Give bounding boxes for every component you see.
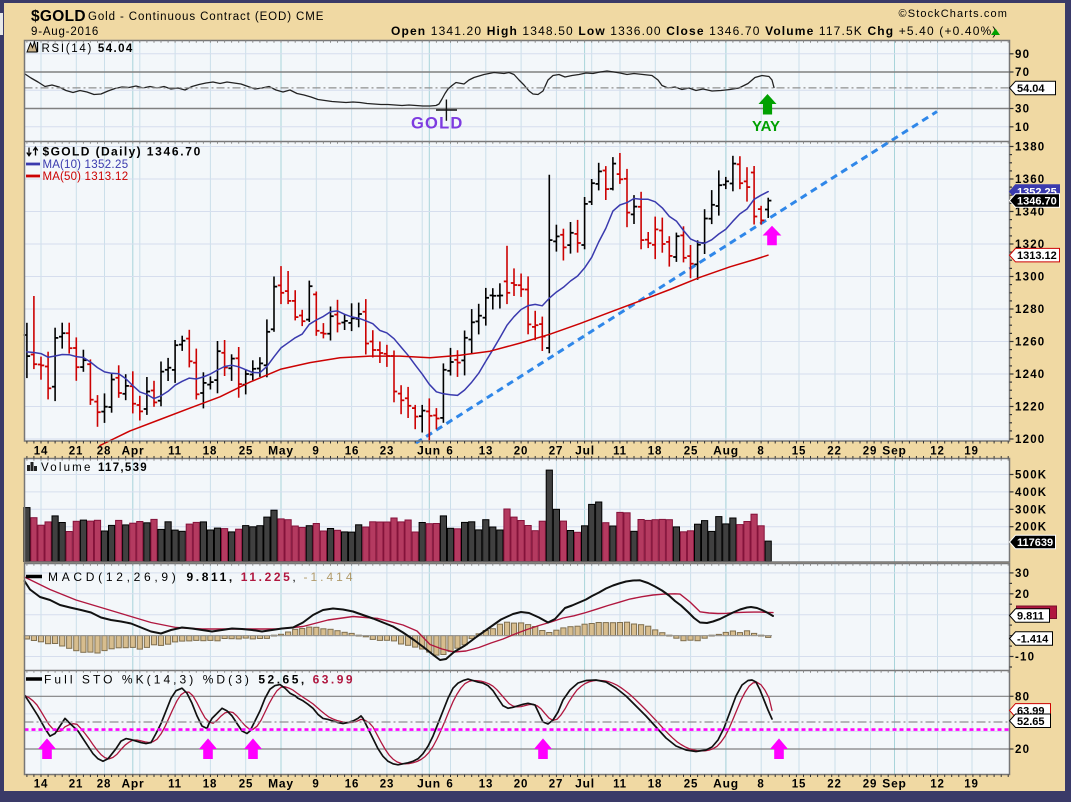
svg-text:MACD(12,26,9) 9.811, 11.225, -: MACD(12,26,9) 9.811, 11.225, -1.414	[48, 570, 356, 584]
svg-text:25: 25	[684, 446, 698, 458]
svg-text:12: 12	[930, 779, 944, 791]
svg-text:1280: 1280	[1015, 304, 1045, 316]
svg-text:117639: 117639	[1017, 537, 1053, 549]
svg-text:MA(50) 1313.12: MA(50) 1313.12	[43, 171, 129, 183]
svg-text:Aug: Aug	[713, 444, 739, 458]
svg-text:90: 90	[1015, 49, 1030, 61]
svg-text:Open 1341.20 High 1348.50 Low: Open 1341.20 High 1348.50 Low 1336.00 Cl…	[391, 24, 998, 38]
svg-text:GOLD: GOLD	[411, 115, 463, 133]
svg-text:16: 16	[345, 446, 359, 458]
svg-text:14: 14	[34, 446, 48, 458]
svg-text:300K: 300K	[1015, 504, 1047, 516]
svg-text:25: 25	[239, 446, 253, 458]
svg-text:27: 27	[549, 446, 563, 458]
svg-text:MA(10) 1352.25: MA(10) 1352.25	[43, 159, 129, 171]
svg-text:10: 10	[1015, 122, 1030, 134]
svg-text:13: 13	[479, 779, 493, 791]
svg-text:Jun: Jun	[417, 444, 441, 458]
svg-text:29: 29	[863, 779, 877, 791]
svg-text:Sep: Sep	[882, 444, 906, 458]
svg-text:14: 14	[34, 779, 48, 791]
svg-text:29: 29	[863, 446, 877, 458]
svg-text:21: 21	[69, 779, 83, 791]
svg-text:20: 20	[1015, 589, 1030, 601]
svg-text:30: 30	[1015, 104, 1030, 116]
svg-text:1220: 1220	[1015, 402, 1045, 414]
svg-text:Aug: Aug	[713, 777, 739, 791]
svg-text:11: 11	[613, 779, 627, 791]
svg-text:1260: 1260	[1015, 337, 1045, 349]
svg-text:20: 20	[514, 446, 528, 458]
svg-text:$GOLD (Daily) 1346.70: $GOLD (Daily) 1346.70	[43, 145, 203, 159]
svg-text:20: 20	[1015, 744, 1030, 756]
svg-text:18: 18	[648, 779, 662, 791]
svg-text:Full STO %K(14,3) %D(3) 52.65,: Full STO %K(14,3) %D(3) 52.65, 63.99	[44, 673, 355, 687]
svg-text:25: 25	[239, 779, 253, 791]
svg-text:9: 9	[312, 779, 319, 791]
svg-text:13: 13	[479, 446, 493, 458]
svg-text:1360: 1360	[1015, 174, 1045, 186]
svg-text:18: 18	[648, 446, 662, 458]
svg-text:12: 12	[930, 446, 944, 458]
svg-text:28: 28	[97, 779, 111, 791]
svg-text:16: 16	[345, 779, 359, 791]
svg-text:Gold - Continuous Contract (EO: Gold - Continuous Contract (EOD) CME	[88, 11, 324, 23]
svg-text:15: 15	[792, 779, 806, 791]
svg-text:30: 30	[1015, 568, 1030, 580]
svg-text:28: 28	[97, 446, 111, 458]
svg-text:6: 6	[446, 779, 453, 791]
svg-text:18: 18	[203, 446, 217, 458]
svg-text:52.65: 52.65	[1017, 716, 1045, 728]
svg-text:1313.12: 1313.12	[1017, 250, 1057, 262]
svg-text:54.04: 54.04	[1017, 83, 1045, 95]
svg-text:11: 11	[613, 446, 627, 458]
svg-text:Volume 117,539: Volume 117,539	[41, 462, 148, 474]
svg-text:Apr: Apr	[121, 777, 144, 791]
svg-text:Jul: Jul	[575, 777, 595, 791]
svg-text:9-Aug-2016: 9-Aug-2016	[31, 26, 99, 38]
svg-text:11: 11	[168, 446, 182, 458]
svg-text:Jun: Jun	[417, 777, 441, 791]
svg-text:9.811: 9.811	[1017, 611, 1044, 623]
svg-text:200K: 200K	[1015, 522, 1047, 534]
svg-text:20: 20	[514, 779, 528, 791]
svg-text:May: May	[268, 444, 294, 458]
svg-text:80: 80	[1015, 691, 1030, 703]
svg-text:©StockCharts.com: ©StockCharts.com	[899, 8, 1008, 20]
svg-text:Apr: Apr	[121, 444, 144, 458]
svg-text:19: 19	[964, 779, 978, 791]
svg-text:19: 19	[964, 446, 978, 458]
svg-text:70: 70	[1015, 67, 1030, 79]
svg-text:21: 21	[69, 446, 83, 458]
svg-text:8: 8	[757, 446, 764, 458]
svg-text:1200: 1200	[1015, 434, 1045, 446]
svg-text:1340: 1340	[1015, 207, 1045, 219]
svg-text:RSI(14) 54.04: RSI(14) 54.04	[42, 43, 134, 55]
svg-text:500K: 500K	[1015, 470, 1047, 482]
svg-text:1346.70: 1346.70	[1017, 196, 1057, 208]
svg-text:23: 23	[380, 779, 394, 791]
svg-text:11: 11	[168, 779, 182, 791]
svg-text:1380: 1380	[1015, 142, 1045, 154]
svg-text:-10: -10	[1015, 652, 1035, 664]
svg-text:-1.414: -1.414	[1017, 634, 1049, 646]
svg-text:27: 27	[549, 779, 563, 791]
svg-text:400K: 400K	[1015, 487, 1047, 499]
svg-text:1300: 1300	[1015, 272, 1045, 284]
svg-text:May: May	[268, 777, 294, 791]
svg-text:6: 6	[446, 446, 453, 458]
svg-text:YAY: YAY	[752, 118, 780, 135]
svg-text:Jul: Jul	[575, 444, 595, 458]
svg-text:25: 25	[684, 779, 698, 791]
svg-text:9: 9	[312, 446, 319, 458]
svg-text:22: 22	[827, 779, 841, 791]
svg-text:8: 8	[757, 779, 764, 791]
svg-text:18: 18	[203, 779, 217, 791]
svg-text:23: 23	[380, 446, 394, 458]
svg-text:1240: 1240	[1015, 369, 1045, 381]
svg-text:$GOLD: $GOLD	[31, 8, 86, 25]
svg-text:Sep: Sep	[882, 777, 906, 791]
svg-text:15: 15	[792, 446, 806, 458]
svg-text:22: 22	[827, 446, 841, 458]
